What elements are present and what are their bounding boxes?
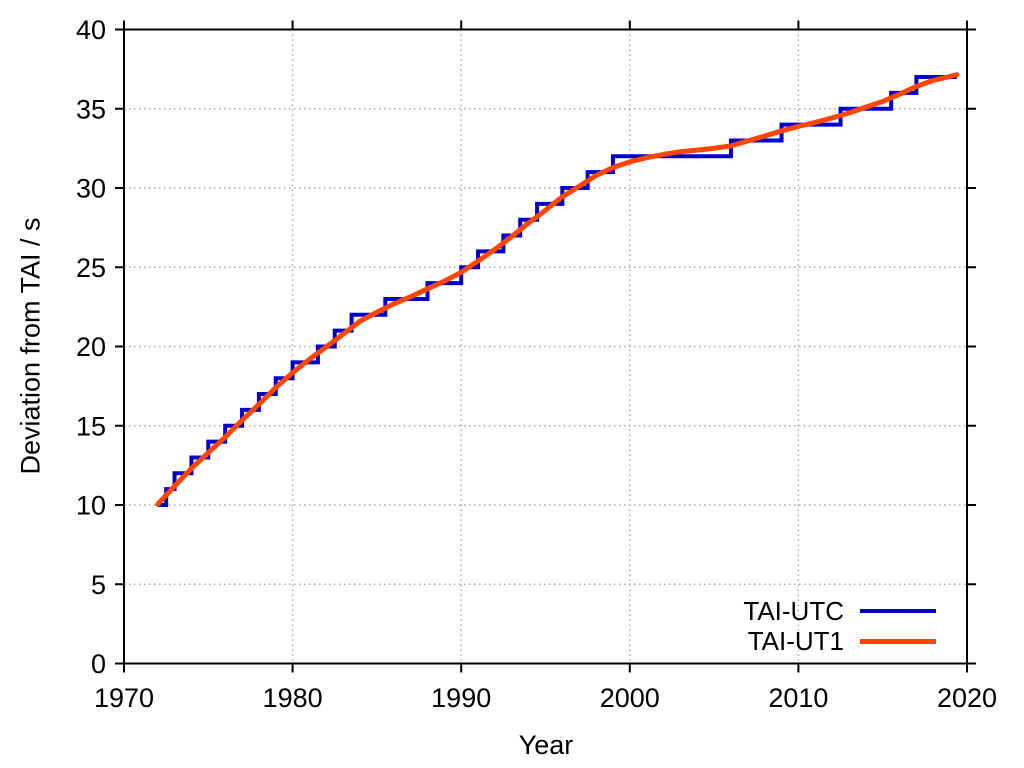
legend-item-tai-utc: TAI-UTC	[724, 596, 936, 626]
y-axis-title: Deviation from TAI / s	[15, 217, 46, 475]
x-tick-label: 2010	[768, 683, 828, 713]
legend-label-tai-utc: TAI-UTC	[743, 596, 844, 626]
y-tick-label: 40	[76, 15, 106, 45]
legend-label-tai-ut1: TAI-UT1	[747, 626, 844, 656]
y-tick-label: 30	[76, 174, 106, 204]
y-tick-label: 0	[91, 649, 106, 679]
x-axis-title: Year	[518, 730, 574, 760]
x-tick-label: 1980	[263, 683, 323, 713]
series-line-tai-ut1	[155, 72, 960, 507]
legend-item-tai-ut1: TAI-UT1	[724, 626, 936, 656]
x-tick-label: 1990	[431, 683, 491, 713]
y-tick-label: 35	[76, 94, 106, 124]
legend: TAI-UTC TAI-UT1	[724, 596, 936, 656]
x-tick-label: 2000	[600, 683, 660, 713]
y-tick-label: 20	[76, 332, 106, 362]
legend-line-sample-tai-ut1	[860, 638, 936, 644]
legend-line-sample-tai-utc	[860, 609, 936, 613]
y-tick-label: 10	[76, 491, 106, 521]
y-tick-label: 15	[76, 411, 106, 441]
x-tick-label: 2020	[937, 683, 997, 713]
y-tick-label: 5	[91, 570, 106, 600]
y-tick-label: 25	[76, 253, 106, 283]
plot-border	[123, 28, 968, 665]
series-line-tai-utc	[157, 75, 957, 507]
x-tick-label: 1970	[94, 683, 154, 713]
